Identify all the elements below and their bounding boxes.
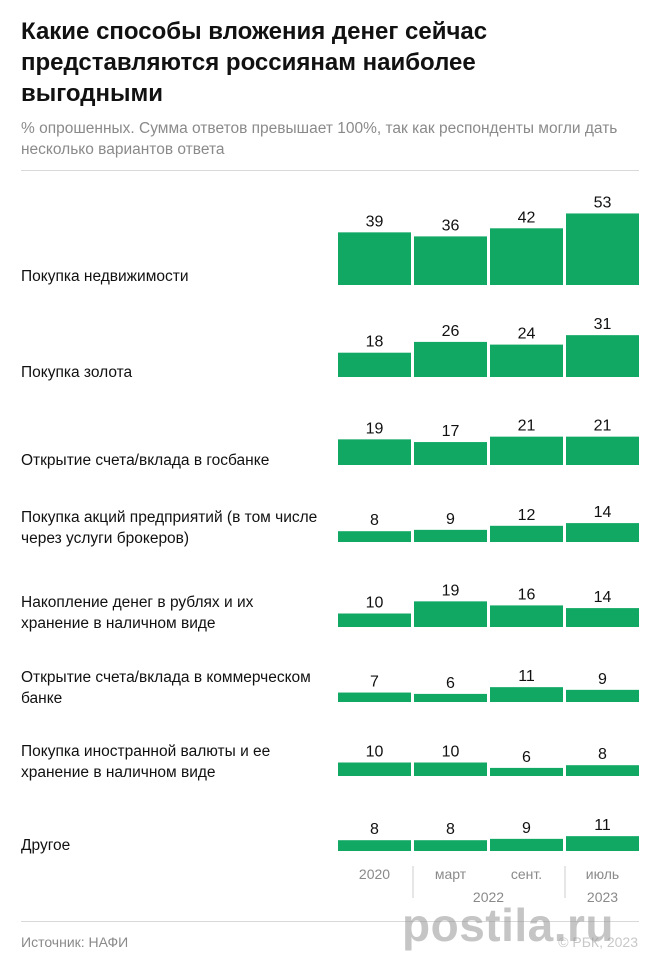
bar-value-label: 8 xyxy=(370,512,379,529)
bar-value-label: 19 xyxy=(366,420,384,437)
bar xyxy=(490,344,563,377)
watermark-logo: postila.ru xyxy=(402,899,615,951)
bar xyxy=(338,352,411,377)
bar-value-label: 14 xyxy=(594,589,612,606)
bar xyxy=(414,442,487,465)
bar-value-label: 26 xyxy=(442,323,460,340)
bar xyxy=(338,613,411,627)
category-label: Покупка иностранной валюты и ее хранение… xyxy=(21,743,271,781)
column-group-label: 2023 xyxy=(587,889,618,905)
column-label: сент. xyxy=(511,866,542,882)
bar-value-label: 11 xyxy=(594,817,611,834)
bar-value-label: 14 xyxy=(594,504,612,521)
column-label: июль xyxy=(586,866,619,882)
bar-value-label: 39 xyxy=(366,213,384,230)
bar-value-label: 16 xyxy=(518,586,536,603)
bar xyxy=(414,840,487,851)
column-group-label: 2022 xyxy=(473,889,504,905)
bar-value-label: 12 xyxy=(518,507,536,524)
bar-value-label: 21 xyxy=(518,418,536,435)
bar xyxy=(414,601,487,627)
category-label: Открытие счета/вклада в коммерческом бан… xyxy=(21,669,311,707)
bar-value-label: 17 xyxy=(442,423,460,440)
bar xyxy=(414,341,487,377)
bar-value-label: 19 xyxy=(442,582,460,599)
bar-value-label: 11 xyxy=(518,668,535,685)
bar-value-label: 42 xyxy=(518,209,536,226)
bar xyxy=(490,767,563,776)
bar xyxy=(566,436,639,465)
bar xyxy=(566,213,639,285)
bar xyxy=(490,436,563,465)
bar xyxy=(566,608,639,627)
bar-value-label: 8 xyxy=(370,821,379,838)
bar xyxy=(566,335,639,377)
bar xyxy=(414,529,487,542)
category-label: Открытие счета/вклада в госбанке xyxy=(21,452,270,469)
bar xyxy=(414,236,487,285)
bar xyxy=(338,232,411,285)
column-label: март xyxy=(435,866,467,882)
bar xyxy=(414,693,487,702)
bar-value-label: 9 xyxy=(522,820,531,837)
bar xyxy=(338,439,411,465)
bar-value-label: 6 xyxy=(522,749,531,766)
bar xyxy=(338,531,411,542)
bar-value-label: 31 xyxy=(594,316,612,333)
copyright: © РБК, 2023 xyxy=(558,934,638,950)
column-label: 2020 xyxy=(359,866,390,882)
bar xyxy=(490,228,563,285)
bar-value-label: 18 xyxy=(366,334,384,351)
category-label: Накопление денег в рублях и их хранение … xyxy=(21,594,254,632)
bar-value-label: 9 xyxy=(598,671,607,688)
bar-value-label: 8 xyxy=(598,746,607,763)
category-label: Другое xyxy=(21,837,71,854)
bar xyxy=(490,838,563,851)
top-rule xyxy=(21,170,639,171)
bar-value-label: 24 xyxy=(518,326,536,343)
bar-value-label: 6 xyxy=(446,675,455,692)
bar xyxy=(566,836,639,851)
bar xyxy=(566,523,639,542)
category-label: Покупка недвижимости xyxy=(21,268,189,285)
bar-value-label: 10 xyxy=(366,744,384,761)
category-label: Покупка золота xyxy=(21,364,133,381)
bar xyxy=(338,840,411,851)
chart-title: Какие способы вложения денег сейчас пред… xyxy=(21,18,488,107)
bar xyxy=(338,762,411,776)
source-note: Источник: НАФИ xyxy=(21,934,129,950)
bar-value-label: 21 xyxy=(594,418,612,435)
bar xyxy=(338,692,411,702)
category-label: Покупка акций предприятий (в том числе ч… xyxy=(21,509,318,547)
bar xyxy=(566,689,639,702)
chart-subtitle: % опрошенных. Сумма ответов превышает 10… xyxy=(21,120,618,158)
bar xyxy=(490,687,563,702)
bar xyxy=(414,762,487,776)
bar-value-label: 7 xyxy=(370,674,379,691)
bottom-rule xyxy=(21,921,639,922)
bar xyxy=(566,765,639,776)
bar-value-label: 10 xyxy=(442,744,460,761)
bar-value-label: 36 xyxy=(442,217,460,234)
bar xyxy=(490,605,563,627)
bar-value-label: 8 xyxy=(446,821,455,838)
bar-value-label: 53 xyxy=(594,194,612,211)
bar-value-label: 9 xyxy=(446,511,455,528)
bar xyxy=(490,525,563,542)
bar-value-label: 10 xyxy=(366,595,384,612)
